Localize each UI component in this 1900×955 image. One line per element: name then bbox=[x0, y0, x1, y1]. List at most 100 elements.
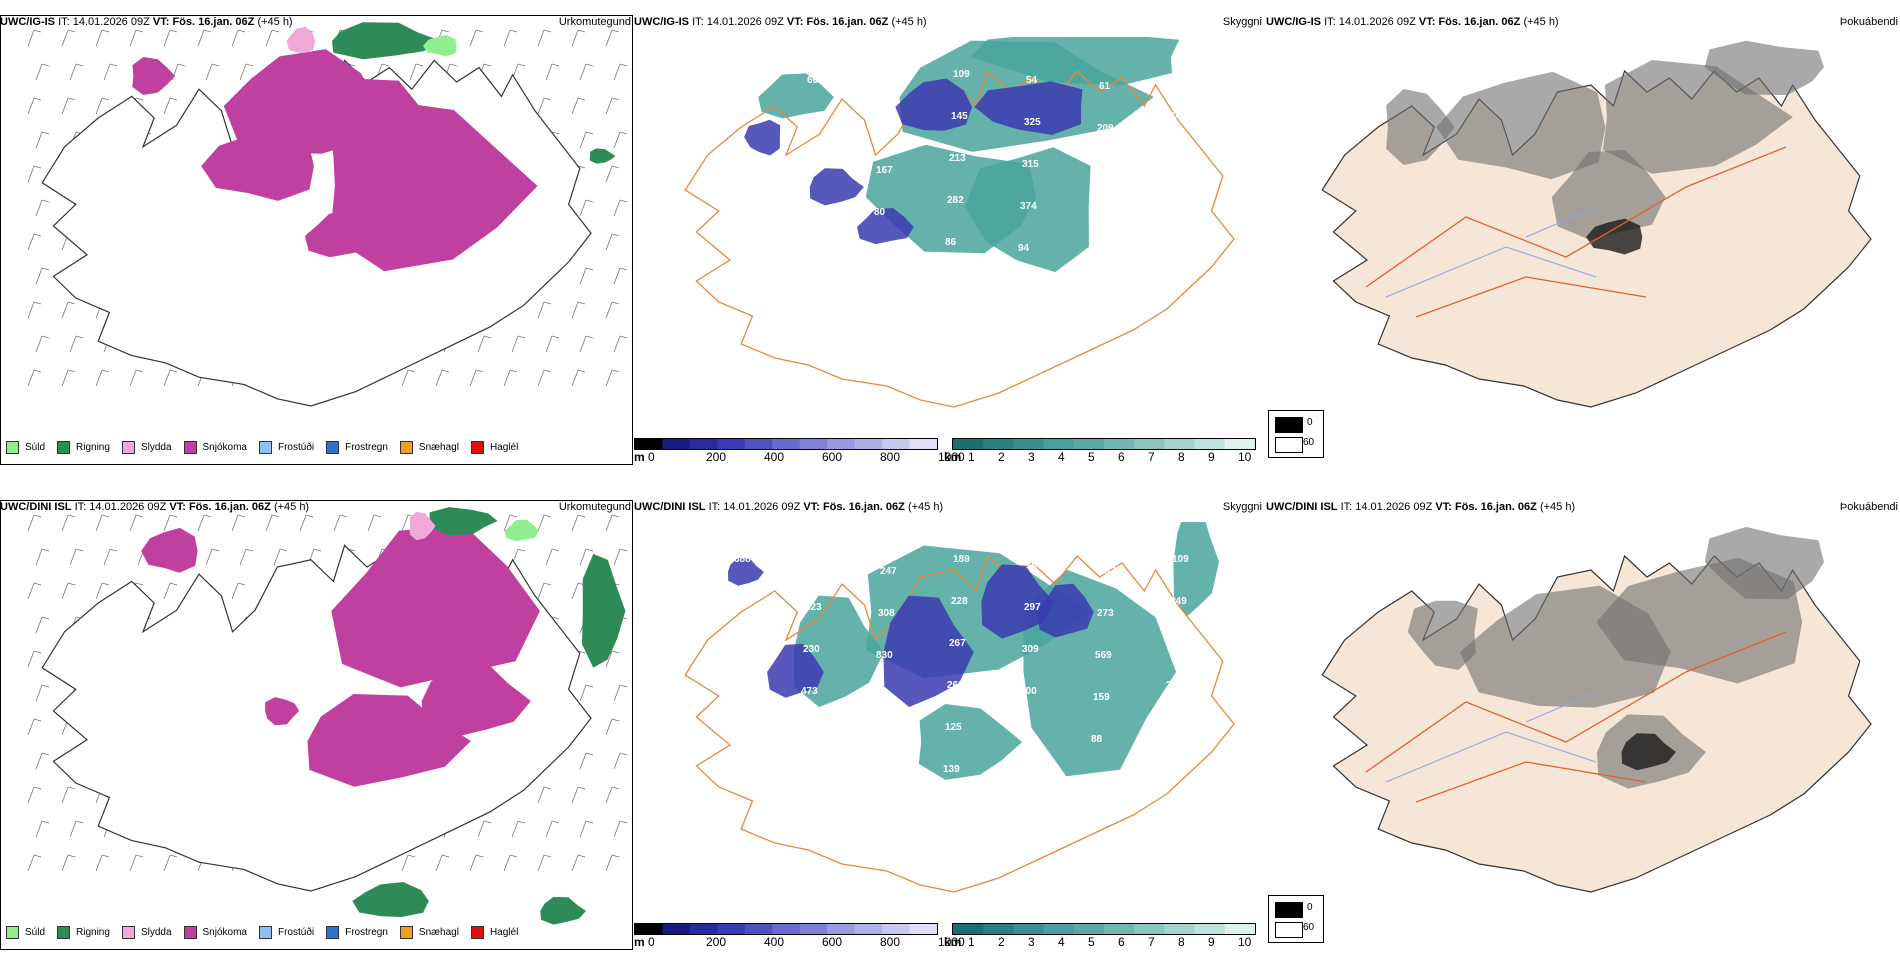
colorbar-segment bbox=[1134, 924, 1165, 934]
colorbar-segment bbox=[635, 439, 663, 449]
wind-barb-flag bbox=[279, 548, 288, 552]
legend-swatch bbox=[6, 926, 19, 939]
visibility-value-label: 220 bbox=[1168, 153, 1185, 164]
wind-barb bbox=[579, 131, 587, 149]
visibility-value-label: 273 bbox=[1097, 608, 1114, 619]
wind-barb bbox=[571, 786, 579, 804]
low-visibility-m-area bbox=[767, 643, 824, 698]
iceland-outline bbox=[684, 69, 1235, 408]
wind-barb-flag bbox=[381, 63, 390, 67]
wind-barb-flag bbox=[135, 97, 144, 101]
wind-barb bbox=[503, 369, 511, 387]
wind-barb-flag bbox=[441, 369, 450, 373]
wind-barb bbox=[95, 29, 103, 47]
colorbar-segment bbox=[854, 439, 883, 449]
wind-barb-flag bbox=[211, 63, 220, 67]
wind-barb-flag bbox=[619, 548, 628, 552]
visibility-value-label: 22 bbox=[941, 321, 953, 332]
wind-barb-flag bbox=[585, 548, 594, 552]
visibility-value-label: 297 bbox=[1024, 602, 1041, 613]
wind-barb bbox=[95, 97, 103, 115]
visibility-value-label: 151 bbox=[1014, 812, 1031, 823]
wind-barb bbox=[511, 820, 519, 838]
legend-label: Snæhagl bbox=[418, 442, 459, 454]
low-visibility-m-area bbox=[857, 208, 914, 245]
dense-fog-area bbox=[1586, 218, 1643, 255]
fog-area bbox=[1551, 149, 1666, 240]
legend-item: Slydda bbox=[121, 926, 172, 939]
visibility-value-label: 60 bbox=[807, 75, 819, 86]
low-visibility-m-area bbox=[883, 595, 974, 707]
km-unit: km bbox=[944, 450, 962, 464]
precip-legend: Súld Rigning Slydda Snjókoma Frostúði Frostre… bbox=[6, 441, 530, 454]
legend-swatch bbox=[57, 441, 71, 454]
wind-barb-flag bbox=[585, 684, 594, 688]
wind-barb-flag bbox=[517, 548, 526, 552]
colorbar-segment bbox=[1224, 439, 1255, 449]
wind-barb-flag bbox=[41, 616, 50, 620]
snow-area bbox=[265, 697, 300, 726]
fog-area bbox=[1407, 600, 1478, 670]
wind-barb bbox=[613, 684, 621, 702]
legend-item: Slydda bbox=[121, 441, 172, 454]
visibility-value-label: 193 bbox=[1093, 207, 1110, 218]
wind-barb-flag bbox=[41, 335, 50, 339]
it-label: IT: bbox=[58, 16, 70, 28]
wind-barb bbox=[545, 548, 553, 566]
visibility-value-label: 569 bbox=[1095, 650, 1112, 661]
road-network bbox=[1365, 631, 1787, 803]
wind-barb-flag bbox=[169, 582, 178, 586]
precip-type-panel: UWC/IG-IS IT: 14.01.2026 09Z VT: Fös. 16… bbox=[0, 15, 633, 465]
meter-tick: 1000 bbox=[938, 935, 965, 949]
wind-barb bbox=[61, 854, 69, 872]
colorbar-segment bbox=[689, 439, 718, 449]
dense-fog-area bbox=[1621, 733, 1676, 771]
colorbar-segment bbox=[1134, 439, 1165, 449]
wind-barb-flag bbox=[543, 301, 552, 305]
km-tick: 9 bbox=[1208, 450, 1215, 464]
visibility-value-label: 139 bbox=[943, 764, 960, 775]
wind-barb-flag bbox=[577, 165, 586, 169]
wind-barb-flag bbox=[543, 786, 552, 790]
panel-title: Úrkomutegund bbox=[558, 501, 631, 513]
fog-legend-white-swatch bbox=[1275, 922, 1303, 938]
precip-type-panel: UWC/DINI ISL IT: 14.01.2026 09Z VT: Fös.… bbox=[0, 500, 633, 950]
visibility-value-label: 128 bbox=[870, 776, 887, 787]
it-label: IT: bbox=[692, 16, 704, 28]
colorbar-segment bbox=[635, 924, 663, 934]
wind-barb bbox=[35, 267, 43, 285]
wind-barb-flag bbox=[177, 63, 186, 67]
visibility-value-label: 96 bbox=[795, 812, 807, 823]
panel-title: Úrkomutegund bbox=[558, 16, 631, 28]
wind-barb bbox=[579, 267, 587, 285]
panel-title: Þokuábendi bbox=[1839, 501, 1898, 513]
colorbar-segment bbox=[717, 924, 746, 934]
wind-barb bbox=[35, 752, 43, 770]
visibility-value-label: 310 bbox=[797, 285, 814, 296]
it-value: 14.01.2026 09Z bbox=[1338, 16, 1416, 28]
km-tick: 10 bbox=[1238, 450, 1252, 464]
wind-barb bbox=[613, 820, 621, 838]
km-colorbar bbox=[952, 438, 1256, 450]
fog-legend-black-swatch bbox=[1275, 902, 1303, 918]
visibility-value-label: 125 bbox=[945, 722, 962, 733]
wind-barb bbox=[61, 369, 69, 387]
wind-barb-flag bbox=[41, 548, 50, 552]
wind-barb-flag bbox=[509, 369, 518, 373]
visibility-value-label: 94 bbox=[1018, 243, 1030, 254]
colorbar-segment bbox=[909, 439, 937, 449]
wind-barb bbox=[605, 650, 613, 668]
wind-barb bbox=[205, 63, 213, 81]
sleet-area bbox=[286, 26, 316, 53]
km-tick: 7 bbox=[1148, 935, 1155, 949]
visibility-value-label: 189 bbox=[953, 554, 970, 565]
wind-barb-flag bbox=[67, 29, 76, 33]
wind-barb-flag bbox=[577, 854, 586, 858]
wind-barb-flag bbox=[577, 369, 586, 373]
wind-barb-flag bbox=[135, 369, 144, 373]
wind-barb-flag bbox=[407, 854, 416, 858]
wind-barb bbox=[27, 233, 35, 251]
legend-swatch bbox=[258, 441, 272, 454]
wind-barb-flag bbox=[551, 616, 560, 620]
wind-barb bbox=[613, 267, 621, 285]
